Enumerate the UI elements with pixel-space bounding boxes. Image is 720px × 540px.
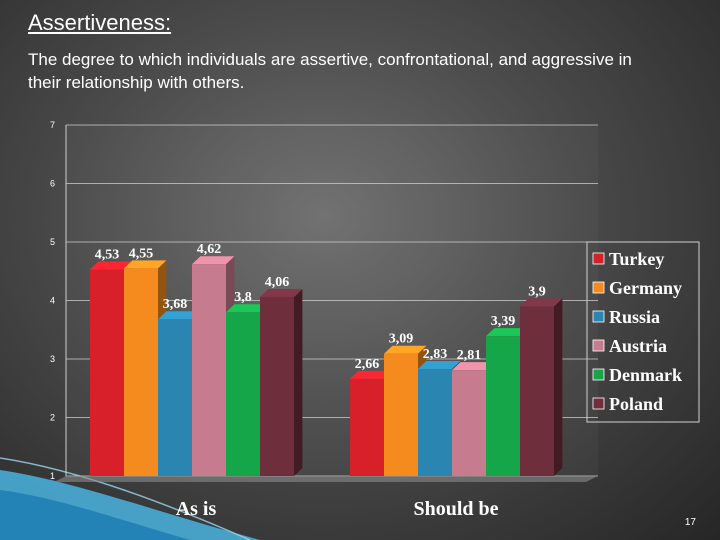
legend-label-russia: Russia bbox=[609, 307, 660, 327]
data-label: 2,81 bbox=[457, 348, 482, 363]
bar-turkey bbox=[350, 378, 384, 476]
y-tick-label: 1 bbox=[50, 471, 55, 481]
slide-title: Assertiveness: bbox=[28, 10, 172, 35]
corner-swoosh-decoration bbox=[0, 457, 260, 540]
bar-russia bbox=[418, 368, 452, 476]
data-label: 3,39 bbox=[491, 314, 516, 329]
legend-swatch-germany bbox=[592, 281, 605, 294]
bar-top-austria bbox=[452, 362, 495, 371]
data-label: 3,9 bbox=[528, 284, 546, 299]
bar-top-russia bbox=[418, 360, 461, 369]
legend-swatch-russia bbox=[592, 310, 605, 323]
bar-russia bbox=[158, 319, 192, 476]
slide-subtitle: The degree to which individuals are asse… bbox=[28, 50, 632, 92]
bar-top-austria bbox=[192, 256, 235, 265]
y-tick-label: 6 bbox=[50, 179, 55, 189]
legend-swatch-denmark bbox=[592, 368, 605, 381]
data-label: 2,83 bbox=[423, 347, 448, 362]
legend-swatch-poland bbox=[592, 397, 605, 410]
bar-germany bbox=[384, 353, 418, 476]
chart-floor bbox=[54, 476, 598, 482]
bar-top-denmark bbox=[226, 304, 269, 313]
data-label: 4,53 bbox=[95, 247, 120, 262]
legend-label-denmark: Denmark bbox=[609, 365, 682, 385]
bar-top-russia bbox=[158, 311, 201, 320]
bar-germany bbox=[124, 268, 158, 476]
bar-turkey bbox=[90, 269, 124, 476]
bar-poland bbox=[260, 296, 294, 476]
legend-label-poland: Poland bbox=[609, 394, 663, 414]
legend-label-turkey: Turkey bbox=[609, 249, 664, 269]
category-label: Should be bbox=[413, 498, 498, 520]
legend-label-germany: Germany bbox=[609, 278, 682, 298]
y-tick-label: 2 bbox=[50, 413, 55, 423]
y-tick-label: 3 bbox=[50, 354, 55, 364]
data-label: 4,62 bbox=[197, 242, 222, 257]
bar-top-poland bbox=[520, 298, 563, 307]
data-label: 2,66 bbox=[355, 357, 380, 372]
bar-side-poland bbox=[554, 298, 563, 476]
data-label: 4,55 bbox=[129, 246, 154, 261]
data-label: 3,68 bbox=[163, 297, 188, 312]
y-tick-label: 5 bbox=[50, 237, 55, 247]
bar-denmark bbox=[486, 336, 520, 476]
legend-label-austria: Austria bbox=[609, 336, 667, 356]
data-label: 3,09 bbox=[389, 332, 414, 347]
y-tick-label: 4 bbox=[50, 296, 55, 306]
legend-swatch-turkey bbox=[592, 252, 605, 265]
bar-top-turkey bbox=[350, 370, 393, 379]
y-tick-label: 7 bbox=[50, 120, 55, 130]
bar-top-turkey bbox=[90, 261, 133, 270]
data-label: 3,8 bbox=[234, 290, 252, 305]
bar-austria bbox=[452, 370, 486, 476]
data-label: 4,06 bbox=[265, 275, 290, 290]
bar-denmark bbox=[226, 312, 260, 476]
page-number: 17 bbox=[684, 517, 696, 528]
bar-top-denmark bbox=[486, 328, 529, 337]
bar-poland bbox=[520, 306, 554, 476]
bar-side-poland bbox=[294, 288, 303, 476]
bar-austria bbox=[192, 264, 226, 476]
legend-swatch-austria bbox=[592, 339, 605, 352]
bar-top-germany bbox=[124, 260, 167, 269]
bar-top-germany bbox=[384, 345, 427, 354]
category-label: As is bbox=[176, 498, 217, 520]
bar-top-poland bbox=[260, 288, 303, 297]
legend-box bbox=[586, 241, 700, 423]
